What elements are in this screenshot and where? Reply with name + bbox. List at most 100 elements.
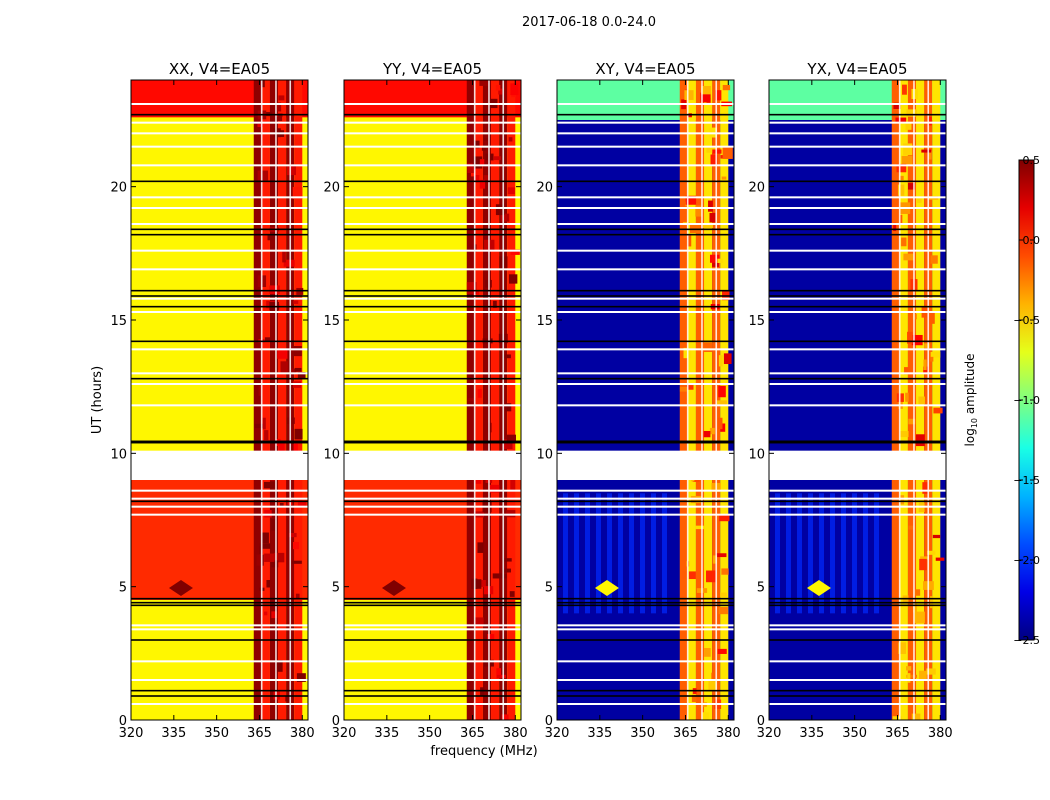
y-tick-label: 5: [332, 581, 340, 596]
y-tick-label: 0: [545, 714, 553, 729]
panel-frame: [768, 79, 947, 721]
flag-line-white: [557, 311, 734, 313]
panel-frame: [343, 79, 522, 721]
x-tick-label: 380: [290, 726, 315, 741]
rfi-blotch: [932, 534, 941, 539]
rfi-band-column: [253, 80, 262, 720]
rfi-blotch: [721, 176, 727, 180]
flagged-gap: [557, 450, 734, 480]
rfi-blotch: [717, 417, 723, 430]
y-axis-label: UT (hours): [90, 366, 105, 434]
flag-line-black: [344, 604, 521, 607]
rfi-blotch: [914, 611, 925, 624]
rfi-blotch: [911, 334, 923, 346]
rfi-blotch: [266, 580, 271, 588]
rfi-blotch: [273, 552, 285, 563]
rfi-blotch: [279, 502, 284, 506]
y-tick-label: 15: [748, 314, 765, 329]
rfi-blotch: [495, 204, 505, 216]
y-tick-label: 0: [332, 714, 340, 729]
flag-line-white: [557, 404, 734, 407]
rfi-blotch: [476, 579, 482, 589]
flag-line-white: [131, 268, 308, 271]
rfi-band-column: [720, 80, 729, 720]
flag-line-white: [769, 404, 946, 407]
flag-line-black: [344, 440, 521, 443]
flag-line-white: [344, 489, 521, 492]
flag-line-white: [557, 249, 734, 252]
flag-line-white: [344, 624, 521, 627]
rfi-blotch: [295, 593, 300, 599]
rfi-blotch: [267, 235, 276, 241]
y-tick-label: 5: [757, 581, 765, 596]
rfi-blotch: [905, 122, 912, 130]
flag-line-black: [344, 597, 521, 600]
rfi-blotch: [288, 532, 297, 538]
flag-line-black: [557, 639, 734, 641]
x-axis-label: frequency (MHz): [430, 744, 537, 759]
rfi-blotch: [509, 274, 518, 284]
flag-line-white: [769, 372, 946, 375]
colorbar-tick-label: 0.5: [1023, 154, 1041, 167]
flag-line-white: [769, 628, 946, 631]
rfi-blotch: [472, 156, 483, 167]
flag-line-black: [557, 604, 734, 607]
panel-yx: YX, V4=EA05 320 335 350 365 380 0 5 10 15 20: [748, 60, 952, 741]
flag-line-black: [769, 689, 946, 692]
rfi-blotch: [711, 672, 716, 680]
rfi-blotch: [919, 558, 927, 571]
rfi-blotch: [297, 372, 306, 380]
flag-line-black: [769, 228, 946, 231]
rfi-blotch: [930, 356, 934, 362]
rfi-blotch: [708, 681, 717, 692]
rfi-blotch: [496, 668, 502, 679]
rfi-blotch: [285, 695, 291, 702]
rfi-blotch: [926, 668, 936, 675]
rfi-blotch: [477, 542, 484, 553]
flag-line-white: [557, 223, 734, 225]
rfi-blotch: [296, 673, 306, 682]
flag-line-black: [344, 289, 521, 292]
rfi-blotch: [930, 351, 941, 358]
flag-line-white: [557, 624, 734, 627]
rfi-blotch: [920, 556, 929, 560]
rfi-blotch: [896, 163, 907, 173]
rfi-blotch: [686, 385, 694, 390]
rfi-blotch: [506, 510, 516, 518]
panel-xx: XX, V4=EA05 320 335 350 365 380 0 5 10 15 20: [110, 60, 314, 741]
flag-line-white: [769, 489, 946, 492]
rfi-blotch: [718, 385, 726, 398]
flag-line-white: [344, 513, 521, 516]
panel-heatmap: [769, 80, 946, 720]
rfi-blotch: [906, 109, 918, 117]
rfi-blotch: [291, 560, 302, 564]
colorbar-tick-label: −1.0: [1013, 394, 1040, 407]
flag-line-white: [557, 207, 734, 209]
flag-line-white: [557, 164, 734, 167]
rfi-blotch: [911, 713, 921, 720]
flag-line-white: [557, 297, 734, 300]
rfi-blotch: [907, 673, 911, 683]
flag-line-white: [769, 348, 946, 351]
flag-line-white: [557, 372, 734, 375]
rfi-blotch: [487, 634, 495, 641]
colorbar-tick-label: −2.0: [1013, 554, 1040, 567]
flag-line-black: [131, 639, 308, 641]
flag-line-white: [344, 207, 521, 209]
heatmap-striation: [618, 493, 623, 614]
rfi-blotch: [275, 373, 284, 378]
rfi-blotch: [293, 300, 299, 304]
y-tick-label: 10: [748, 447, 765, 462]
heatmap-striation: [786, 493, 791, 614]
x-tick-label: 350: [842, 726, 867, 741]
heatmap-striation: [874, 493, 879, 614]
flag-line-white: [344, 311, 521, 313]
rfi-blotch: [503, 558, 512, 562]
flag-line-white: [344, 132, 521, 135]
rfi-blotch: [927, 550, 936, 555]
panel-heatmap: [131, 80, 308, 720]
rfi-blotch: [719, 515, 730, 522]
rfi-blotch: [263, 481, 275, 489]
y-tick-label: 10: [536, 447, 553, 462]
rfi-blotch: [900, 495, 905, 505]
